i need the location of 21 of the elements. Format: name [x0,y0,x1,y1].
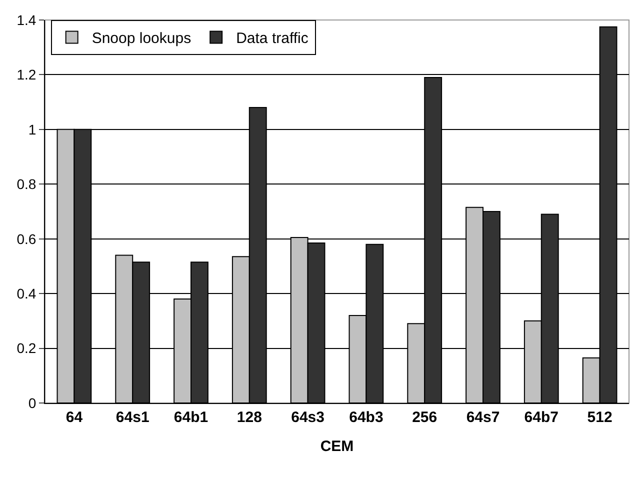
x-axis-title: CEM [320,438,354,455]
x-tick-label: 128 [236,409,262,426]
x-tick-label: 64b3 [349,409,384,426]
legend-label: Snoop lookups [92,30,192,48]
y-tick-label: 0.4 [16,285,36,302]
x-tick-label: 64b7 [524,409,558,426]
legend-label: Data traffic [236,30,309,48]
y-tick-label: 1.4 [16,12,36,28]
y-tick-label: 1.2 [16,66,36,83]
x-tick-label: 64s7 [466,409,500,426]
x-tick-label: 64 [66,409,84,426]
y-tick-label: 0.8 [16,176,36,192]
x-tick-label: 64b1 [174,409,208,426]
y-tick-label: 0 [28,394,36,411]
y-tick-label: 0.2 [16,340,36,356]
x-tick-label: 512 [587,409,612,426]
x-tick-label: 64s3 [291,409,324,426]
y-tick-label: 1 [28,121,36,138]
x-tick-label: 64s1 [116,409,150,426]
x-tick-label: 256 [412,409,438,426]
y-tick-label: 0.6 [16,230,36,247]
